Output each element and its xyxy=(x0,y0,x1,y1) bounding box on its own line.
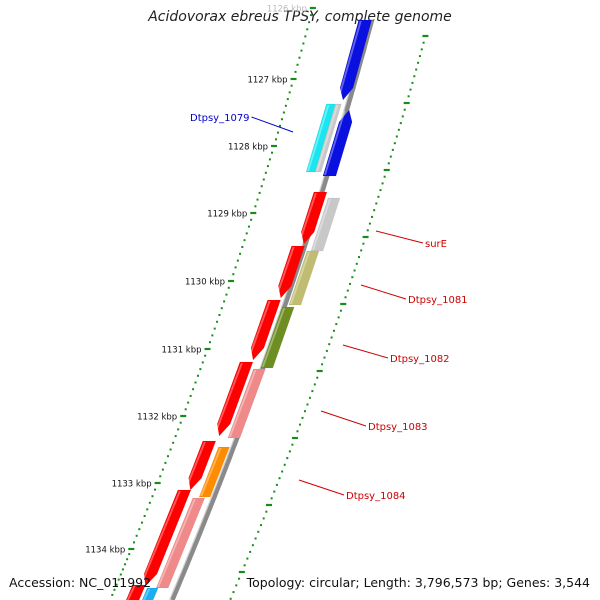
gene-label-leader xyxy=(251,116,294,133)
scale-tick-label: 1129 kbp xyxy=(207,210,247,220)
gene-label: Dtpsy_1084 xyxy=(346,491,406,502)
gene-label: Dtpsy_1082 xyxy=(390,354,450,365)
scale-tick-label: 1133 kbp xyxy=(112,480,152,490)
scale-tick-label: 1128 kbp xyxy=(228,143,268,153)
gene-feature xyxy=(314,103,342,173)
gene-feature xyxy=(198,446,230,498)
map-title: Acidovorax ebreus TPSY, complete genome xyxy=(148,9,452,25)
label-layer: Dtpsy_1079 surE Dtpsy_1081 Dtpsy_1082 Dtpsy_… xyxy=(190,113,468,502)
scale-layer: 1126 kbp 1127 kbp 1128 kbp 1129 kbp 1130 kbp… xyxy=(85,5,429,600)
gene-label: Dtpsy_1079 xyxy=(190,113,250,124)
gene-feature-shine xyxy=(312,199,331,250)
gene-feature xyxy=(216,361,254,437)
gene-label-leader xyxy=(298,479,345,496)
gene-feature xyxy=(278,245,305,299)
gene-feature-shine xyxy=(213,363,243,435)
gene-label-leader xyxy=(375,230,424,244)
gene-feature-shine xyxy=(228,370,257,437)
gene-feature-shine xyxy=(316,105,339,171)
gene-feature-shine xyxy=(184,442,206,489)
scale-tick-label: 1126 kbp xyxy=(267,5,307,15)
gene-layer xyxy=(125,19,373,600)
gene-feature xyxy=(155,497,206,589)
accession-label: Accession: NC_011992 xyxy=(9,575,152,590)
gene-feature xyxy=(339,19,373,101)
gene-feature-shine xyxy=(126,586,136,600)
gene-feature-shine xyxy=(307,105,330,171)
gene-label-leader xyxy=(360,284,407,300)
gene-feature-shine xyxy=(337,21,362,99)
gene-feature xyxy=(125,584,146,600)
gene-feature-shine xyxy=(261,308,286,367)
scale-tick-label: 1130 kbp xyxy=(185,278,225,288)
gene-feature-shine xyxy=(200,448,222,496)
gene-feature xyxy=(227,368,266,439)
scale-tick-label: 1134 kbp xyxy=(85,546,125,556)
gene-feature xyxy=(310,197,341,252)
gene-feature-shine xyxy=(157,499,196,587)
gene-feature xyxy=(143,489,192,587)
scale-tick-label: 1132 kbp xyxy=(137,413,177,423)
gene-label-leader xyxy=(342,344,389,359)
scale-tick-label: 1127 kbp xyxy=(247,76,287,86)
genome-backbone-highlight xyxy=(169,19,370,600)
gene-feature-shine xyxy=(142,589,151,600)
gene-label: Dtpsy_1083 xyxy=(368,422,428,433)
gene-label-leader xyxy=(320,410,367,427)
gene-feature-shine xyxy=(247,301,271,359)
gene-feature xyxy=(250,299,281,361)
gene-label: surE xyxy=(425,239,447,250)
gene-feature-shine xyxy=(323,111,346,175)
genome-summary: Topology: circular; Length: 3,796,573 bp… xyxy=(246,575,590,590)
gene-feature-shine xyxy=(289,252,310,304)
gene-feature xyxy=(188,440,217,491)
gene-feature-shine xyxy=(140,491,181,585)
scale-tick-label: 1131 kbp xyxy=(161,346,201,356)
gene-label: Dtpsy_1081 xyxy=(408,295,468,306)
gene-feature xyxy=(260,306,295,369)
gene-feature xyxy=(322,109,353,177)
gene-feature-shine xyxy=(298,193,317,243)
gene-feature xyxy=(288,250,320,306)
gene-feature xyxy=(141,587,159,600)
gene-feature xyxy=(300,191,328,245)
gene-feature-shine xyxy=(275,247,295,297)
